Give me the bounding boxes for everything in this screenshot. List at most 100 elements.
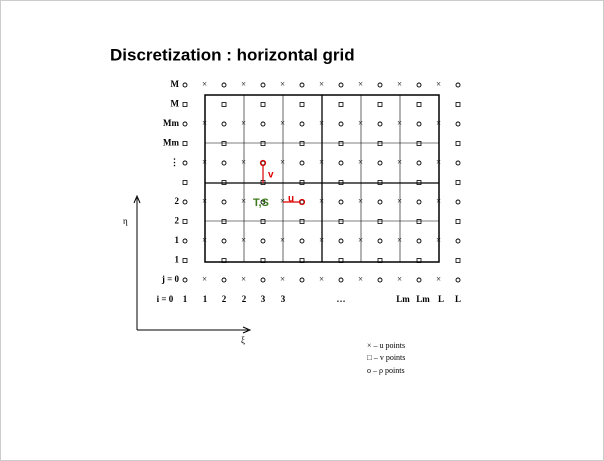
row-label: Mm — [163, 118, 179, 128]
v-point — [455, 258, 461, 263]
rho-point — [416, 82, 422, 88]
column-label: 2 — [222, 294, 227, 304]
u-point: × — [202, 79, 207, 89]
row-label: ⋮ — [170, 157, 179, 167]
u-point: × — [202, 118, 207, 128]
v-point — [182, 102, 188, 107]
rho-point — [182, 199, 188, 205]
legend-item: × – u points — [367, 341, 405, 350]
u-point: × — [397, 157, 402, 167]
u-point: × — [202, 235, 207, 245]
column-label: 3 — [281, 294, 286, 304]
u-point: × — [436, 196, 441, 206]
rho-point — [299, 277, 305, 283]
u-point: × — [397, 274, 402, 284]
rho-point — [338, 238, 344, 244]
rho-point — [455, 160, 461, 166]
v-point — [338, 141, 344, 146]
row-label: j = 0 — [161, 274, 180, 284]
u-point: × — [319, 196, 324, 206]
v-point — [455, 219, 461, 224]
u-point: × — [280, 157, 285, 167]
u-label: u — [288, 194, 294, 205]
rho-point — [416, 121, 422, 127]
legend-item: o – ρ points — [367, 366, 405, 375]
column-label: 3 — [261, 294, 266, 304]
u-point: × — [202, 157, 207, 167]
rho-point — [299, 121, 305, 127]
u-point: × — [397, 118, 402, 128]
v-point — [377, 102, 383, 107]
u-point: × — [358, 235, 363, 245]
v-point — [299, 219, 305, 224]
rho-point — [377, 82, 383, 88]
v-point — [338, 180, 344, 185]
rho-point — [338, 160, 344, 166]
v-label: v — [268, 170, 274, 181]
v-point — [455, 180, 461, 185]
rho-point — [221, 238, 227, 244]
v-point — [299, 102, 305, 107]
v-point — [338, 219, 344, 224]
column-label: 1 — [183, 294, 188, 304]
u-point: × — [436, 274, 441, 284]
u-point: × — [397, 79, 402, 89]
v-point — [259, 159, 267, 167]
u-point: × — [319, 235, 324, 245]
xi-arrowhead — [242, 326, 252, 334]
u-point: × — [436, 235, 441, 245]
row-label: Mm — [163, 138, 179, 148]
rho-point — [299, 238, 305, 244]
u-point: × — [397, 235, 402, 245]
v-point — [416, 180, 422, 185]
rho-point — [221, 121, 227, 127]
rho-point — [260, 238, 266, 244]
rho-point — [221, 82, 227, 88]
row-label: M — [171, 99, 180, 109]
rho-point — [221, 277, 227, 283]
rho-point — [260, 277, 266, 283]
rho-point — [416, 160, 422, 166]
v-point — [377, 141, 383, 146]
column-label: L — [455, 294, 461, 304]
arrows — [259, 159, 306, 206]
rho-point — [338, 121, 344, 127]
row-label: 2 — [175, 216, 180, 226]
row-label: M — [171, 79, 180, 89]
column-label: i = 0 — [157, 294, 174, 304]
rho-point — [260, 82, 266, 88]
v-point — [260, 219, 266, 224]
v-point — [338, 102, 344, 107]
rho-point — [182, 277, 188, 283]
rho-point — [377, 121, 383, 127]
v-point — [416, 258, 422, 263]
rho-point — [260, 121, 266, 127]
u-point: × — [319, 118, 324, 128]
u-point: × — [397, 196, 402, 206]
rho-point — [377, 199, 383, 205]
column-label: L — [438, 294, 444, 304]
v-point — [377, 219, 383, 224]
column-label: Lm — [396, 294, 410, 304]
legend-item: □ – v points — [367, 353, 405, 362]
v-point — [182, 219, 188, 224]
u-point: × — [358, 118, 363, 128]
rho-point — [455, 277, 461, 283]
u-point: × — [280, 118, 285, 128]
rho-point — [377, 277, 383, 283]
column-label: 1 — [203, 294, 208, 304]
v-point — [221, 102, 227, 107]
u-point: × — [280, 235, 285, 245]
slide-title: Discretization : horizontal grid — [110, 45, 355, 64]
v-point — [299, 141, 305, 146]
v-point — [260, 258, 266, 263]
v-point — [299, 180, 305, 185]
u-point: × — [241, 118, 246, 128]
rho-point — [455, 238, 461, 244]
rho-point — [377, 238, 383, 244]
rho-point — [338, 199, 344, 205]
u-point: × — [241, 196, 246, 206]
row-label: 1 — [175, 235, 180, 245]
u-point — [298, 198, 306, 206]
